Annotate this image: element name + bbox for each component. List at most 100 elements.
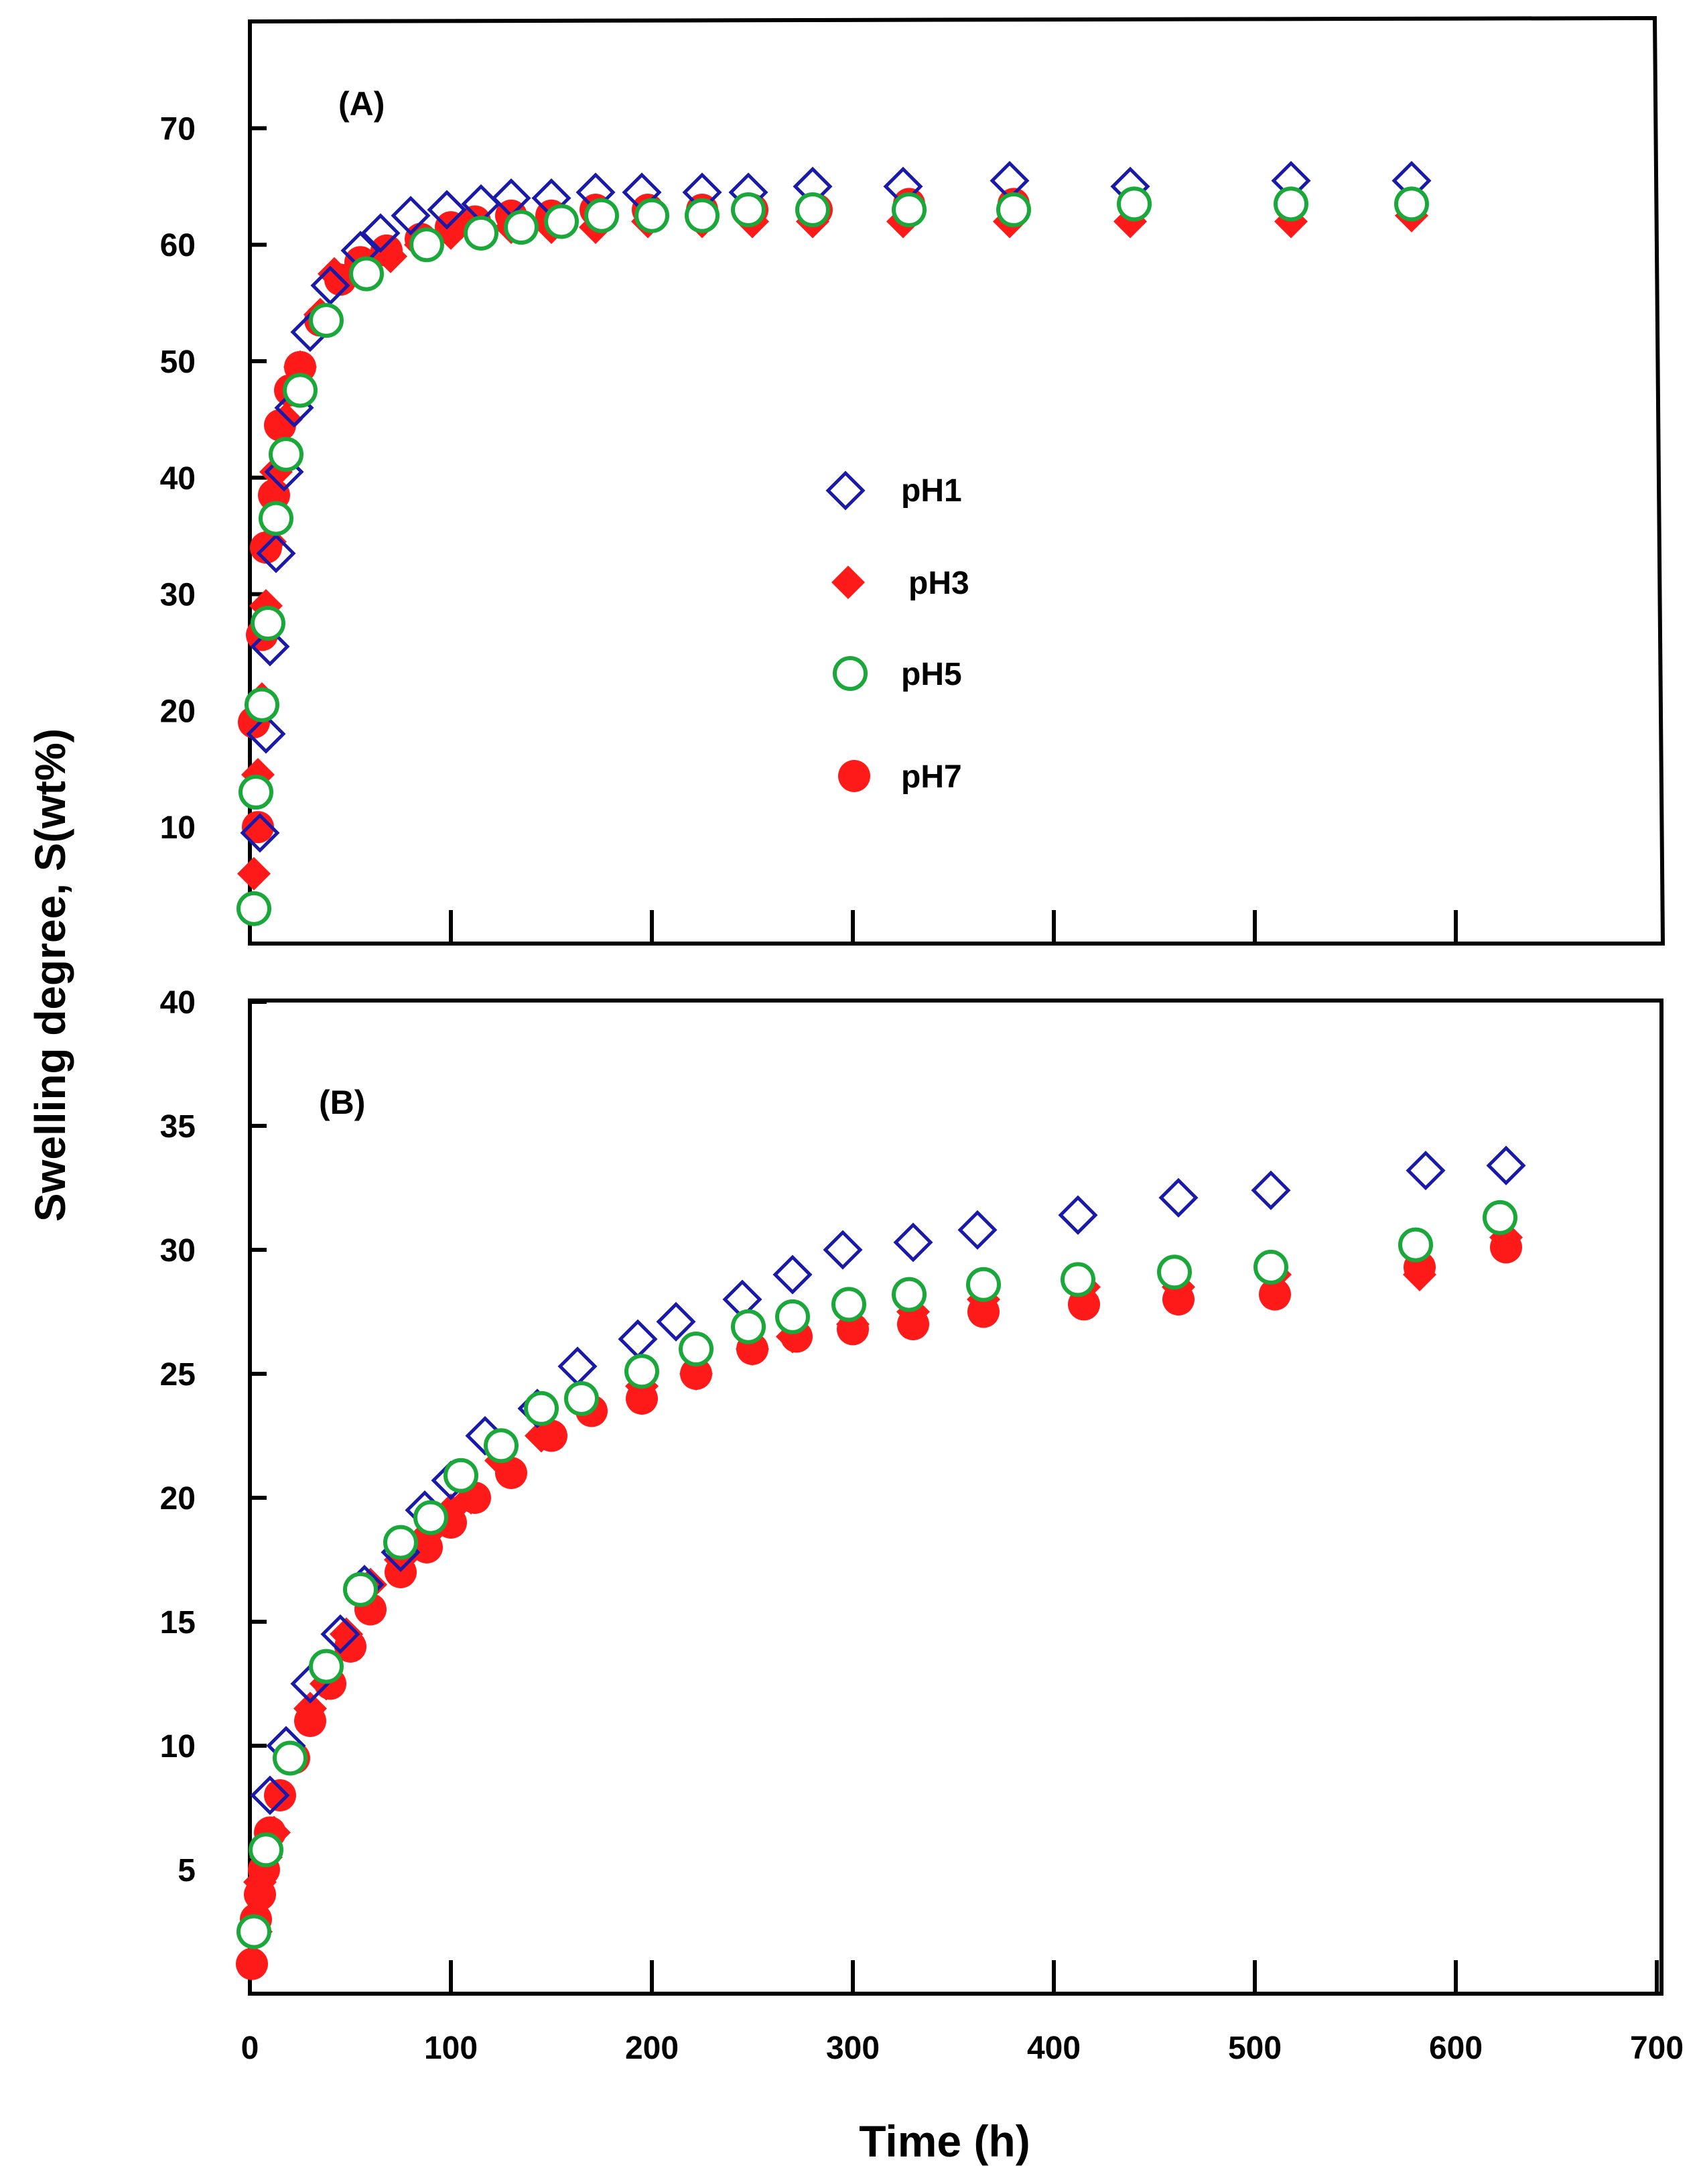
panelB-pH5-point-10 <box>564 1381 599 1416</box>
panelB-pH1-point-11 <box>618 1319 658 1359</box>
panel-a-x-ticks <box>449 910 1458 944</box>
legend: pH1 pH3 pH5 pH7 <box>825 470 969 795</box>
legend-label-pH1: pH1 <box>901 473 962 509</box>
panel-b-marks <box>236 1145 1526 1980</box>
panelA-y-tick-label-2: 30 <box>160 578 196 613</box>
panelA-pH1-point-0 <box>240 813 280 853</box>
panelB-pH1-point-17 <box>957 1210 998 1250</box>
panelB-x-tick-label-0: 0 <box>241 2031 259 2066</box>
panelB-pH5-point-20 <box>1253 1249 1288 1285</box>
panelB-pH5-point-11 <box>624 1354 659 1389</box>
panelB-series-pH5 <box>236 1200 1517 1949</box>
panelA-pH7-point-1 <box>242 811 274 844</box>
panelA-pH5-point-17 <box>795 192 830 228</box>
panelB-pH1-point-0 <box>250 1775 290 1815</box>
panel-a-label: (A) <box>338 85 385 123</box>
panelB-x-tick-label-5: 500 <box>1228 2031 1282 2066</box>
panelB-pH5-point-5 <box>383 1525 418 1560</box>
panelB-y-tick-label-5: 30 <box>160 1233 196 1269</box>
panelB-y-tick-label-2: 15 <box>160 1605 196 1641</box>
panelA-y-tick-label-0: 10 <box>160 810 196 846</box>
legend-marker-pH1-point-0 <box>825 470 866 511</box>
legend-marker-pH5-point-2 <box>833 656 868 691</box>
panelB-x-tick-label-2: 200 <box>625 2031 679 2066</box>
panelB-pH1-point-15 <box>823 1230 863 1270</box>
panelB-pH5-point-17 <box>966 1267 1001 1302</box>
panelA-pH1-point-9 <box>360 213 401 253</box>
panelA-pH5-point-18 <box>892 192 927 228</box>
panelB-pH5-point-19 <box>1157 1255 1192 1290</box>
panelB-pH5-point-7 <box>444 1458 478 1493</box>
panelB-pH7-point-0 <box>236 1947 268 1980</box>
panelB-pH3-point-17 <box>679 1357 713 1391</box>
panelB-x-tick-label-1: 100 <box>424 2031 478 2066</box>
panelB-pH5-point-2 <box>273 1740 308 1776</box>
panelA-pH5-point-19 <box>996 192 1031 228</box>
legend-label-pH3: pH3 <box>908 566 969 601</box>
panelB-pH5-point-12 <box>679 1332 713 1366</box>
panelB-x-tick-label-4: 400 <box>1027 2031 1081 2066</box>
panelB-x-tick-label-7: 700 <box>1630 2031 1684 2066</box>
panelA-pH1-point-3 <box>256 533 296 574</box>
panelB-x-tick-label-3: 300 <box>826 2031 880 2066</box>
panelB-pH5-point-6 <box>413 1500 448 1535</box>
panelB-pH1-point-3 <box>320 1614 360 1655</box>
panelA-y-tick-label-5: 60 <box>160 228 196 263</box>
panelA-pH5-point-4 <box>259 501 293 536</box>
panelA-series-pH1 <box>240 161 1432 853</box>
panel-b-x-ticks: 0 100 200 300 400 500 600 700 <box>241 1960 1684 2066</box>
panelA-pH5-point-22 <box>1394 186 1429 222</box>
panelA-pH5-point-2 <box>245 687 279 722</box>
panelB-pH7-point-27 <box>1259 1278 1291 1311</box>
panelB-pH3-point-5 <box>293 1691 327 1726</box>
panelB-pH1-point-16 <box>893 1222 933 1263</box>
y-axis-title: Swelling degree, S(wt%) <box>26 728 74 1222</box>
legend-label-pH5: pH5 <box>901 657 962 692</box>
panelA-pH5-point-3 <box>251 606 285 641</box>
panelB-pH5-point-14 <box>775 1299 810 1334</box>
panelA-pH5-point-11 <box>504 210 539 245</box>
panelA-pH5-point-12 <box>544 204 579 239</box>
panel-a-marks <box>236 161 1432 926</box>
panelA-pH5-point-21 <box>1274 186 1308 222</box>
panelB-pH1-point-21 <box>1406 1151 1446 1191</box>
panelA-pH1-point-2 <box>250 627 290 667</box>
panelB-pH5-point-15 <box>831 1287 866 1322</box>
panelB-pH7-point-5 <box>264 1779 296 1811</box>
panelA-pH5-point-14 <box>634 198 669 233</box>
panelB-pH5-point-8 <box>484 1428 519 1464</box>
panelB-pH1-point-12 <box>656 1301 696 1342</box>
panelB-pH5-point-4 <box>343 1571 378 1607</box>
panelA-pH5-point-1 <box>239 775 273 810</box>
legend-label-pH7: pH7 <box>901 759 962 795</box>
panelB-y-tick-label-7: 40 <box>160 985 196 1021</box>
panelB-pH5-point-9 <box>524 1391 559 1426</box>
panelA-pH5-point-5 <box>269 437 303 472</box>
panelA-pH5-point-15 <box>685 198 720 233</box>
panelB-pH3-point-1 <box>243 1865 277 1899</box>
panelA-pH3-point-0 <box>237 856 271 891</box>
panelA-pH5-point-13 <box>584 198 619 233</box>
panelA-pH5-point-9 <box>409 227 444 263</box>
panelA-pH1-point-7 <box>310 265 350 306</box>
panelB-pH5-point-1 <box>249 1832 283 1868</box>
panelB-series-pH3 <box>239 1220 1523 1949</box>
panelA-y-tick-label-1: 20 <box>160 694 196 729</box>
legend-marker-pH7-point-3 <box>838 760 870 792</box>
panelB-pH5-point-18 <box>1061 1262 1095 1297</box>
panel-b-label: (B) <box>319 1084 365 1121</box>
panelB-x-tick-label-6: 600 <box>1429 2031 1483 2066</box>
panelA-pH1-point-1 <box>246 714 286 754</box>
panelA-series-pH5 <box>236 186 1429 926</box>
panelB-pH5-point-3 <box>309 1649 344 1684</box>
panelB-pH1-point-10 <box>557 1346 598 1387</box>
panelB-pH3-point-7 <box>330 1617 363 1651</box>
panelA-pH5-point-20 <box>1117 186 1152 222</box>
panelA-pH5-point-0 <box>236 891 271 926</box>
panelB-pH3-point-14 <box>525 1419 558 1453</box>
panelB-pH3-point-26 <box>1403 1258 1436 1291</box>
panel-b: (B) 5 10 15 20 25 30 35 40 0 100 200 300 400 500 600 7… <box>160 985 1684 2066</box>
panelB-y-tick-label-3: 20 <box>160 1481 196 1517</box>
panelB-y-tick-label-6: 35 <box>160 1109 196 1145</box>
